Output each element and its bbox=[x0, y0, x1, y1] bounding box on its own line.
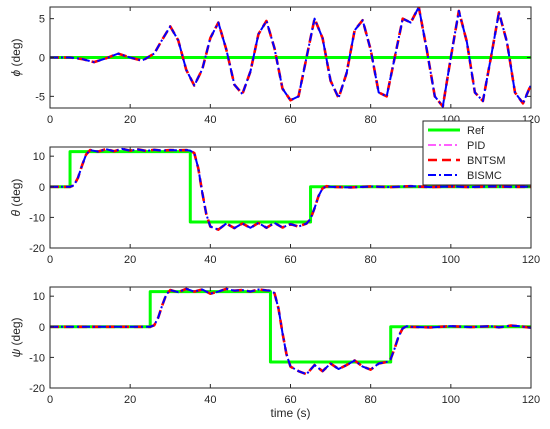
series-line-ref bbox=[50, 150, 531, 224]
series-line-ref bbox=[50, 290, 531, 364]
x-tick-label: 120 bbox=[522, 394, 540, 406]
x-tick-label: 100 bbox=[442, 254, 460, 266]
x-tick-label: 80 bbox=[365, 114, 377, 126]
y-tick-label: 10 bbox=[33, 151, 45, 163]
x-tick-label: 20 bbox=[124, 394, 136, 406]
subplot-2: 0 20 40 60 80 100 120 -20 -10 0 10 θ (deg) bbox=[9, 146, 540, 266]
y-axis-symbol: ψ bbox=[9, 349, 23, 358]
x-tick-label: 40 bbox=[204, 254, 216, 266]
x-tick-label: 120 bbox=[522, 254, 540, 266]
y-axis-label: θ (deg) bbox=[9, 179, 23, 217]
y-tick-label: -10 bbox=[29, 212, 45, 224]
y-axis-symbol: θ bbox=[9, 209, 23, 216]
x-tick-label: 100 bbox=[442, 394, 460, 406]
series-line-bismc bbox=[50, 287, 531, 376]
y-axis-symbol: ϕ bbox=[9, 70, 23, 77]
x-tick-label: 0 bbox=[47, 394, 53, 406]
x-tick-label: 60 bbox=[284, 254, 296, 266]
x-tick-label: 40 bbox=[204, 394, 216, 406]
legend-label-bntsm: BNTSM bbox=[467, 155, 506, 167]
series-group bbox=[50, 147, 531, 231]
x-tick-label: 40 bbox=[204, 114, 216, 126]
y-tick-label: -10 bbox=[29, 352, 45, 364]
y-axis-label: ϕ (deg) bbox=[9, 38, 23, 76]
x-tick-label: 0 bbox=[47, 114, 53, 126]
y-axis-unit: (deg) bbox=[9, 179, 23, 210]
legend-box bbox=[422, 120, 532, 186]
x-tick-label: 80 bbox=[365, 254, 377, 266]
y-axis-unit: (deg) bbox=[9, 38, 23, 69]
x-axis-label: time (s) bbox=[271, 406, 311, 420]
y-tick-label: 0 bbox=[39, 182, 45, 194]
y-axis-label: ψ (deg) bbox=[9, 317, 23, 357]
series-line-bismc bbox=[50, 7, 531, 108]
x-tick-label: 0 bbox=[47, 254, 53, 266]
legend-label-pid: PID bbox=[467, 140, 485, 152]
y-tick-label: 0 bbox=[39, 53, 45, 65]
x-tick-label: 20 bbox=[124, 254, 136, 266]
x-tick-label: 80 bbox=[365, 394, 377, 406]
series-line-bismc bbox=[50, 147, 531, 231]
legend: Ref PID BNTSM BISMC bbox=[422, 120, 532, 186]
legend-label-bismc: BISMC bbox=[467, 170, 502, 182]
y-tick-label: 10 bbox=[33, 291, 45, 303]
y-tick-label: -20 bbox=[29, 383, 45, 395]
x-tick-label: 60 bbox=[284, 394, 296, 406]
y-tick-label: 0 bbox=[39, 322, 45, 334]
x-tick-label: 60 bbox=[284, 114, 296, 126]
x-tick-label: 20 bbox=[124, 114, 136, 126]
y-tick-label: -20 bbox=[29, 243, 45, 255]
series-group bbox=[50, 7, 531, 108]
subplot-3: 0 20 40 60 80 100 120 -20 -10 0 10 ψ (deg) time (s) bbox=[9, 286, 540, 420]
series-group bbox=[50, 287, 531, 376]
legend-label-ref: Ref bbox=[467, 125, 485, 137]
y-axis-unit: (deg) bbox=[9, 317, 23, 348]
y-tick-label: -5 bbox=[35, 91, 45, 103]
y-tick-label: 5 bbox=[39, 14, 45, 26]
